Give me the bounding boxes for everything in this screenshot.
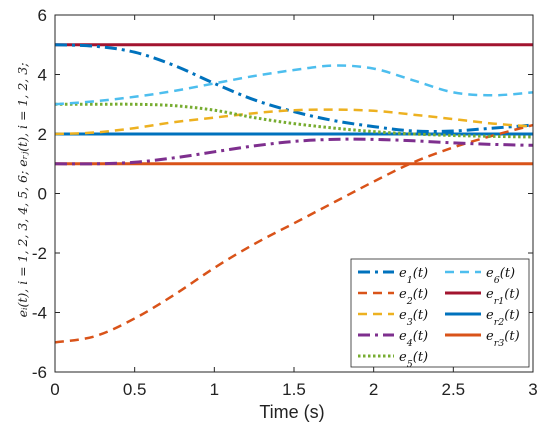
- legend-label-e6: e6(t): [486, 266, 515, 286]
- legend-label-er3: er3(t): [486, 329, 520, 349]
- plot-frame: [54, 14, 534, 373]
- series-line-e6: [54, 64, 534, 106]
- y-tick-label: 0: [38, 185, 47, 204]
- legend-label-er2: er2(t): [486, 308, 520, 328]
- series-line-e3: [54, 108, 534, 136]
- series-line-e4: [54, 137, 534, 166]
- y-tick-label: 4: [38, 66, 47, 85]
- y-tick-label: 2: [38, 125, 47, 144]
- y-tick-label: -6: [32, 363, 47, 382]
- x-tick-label: 2: [369, 380, 378, 399]
- y-tick-label: -2: [32, 244, 47, 263]
- legend: e1(t) e6(t) e2(t) er1(t) e3(t) er2(t) e4(t) er3…: [350, 258, 530, 370]
- y-axis-label: eᵢ(t), i = 1, 2, 3, 4, 5, 6; eᵣⱼ(t), i =…: [15, 63, 30, 318]
- x-tick-label: 1: [210, 380, 219, 399]
- legend-label-e4: e4(t): [399, 329, 428, 349]
- y-tick-label: -4: [32, 304, 47, 323]
- x-tick-label: 2.5: [442, 380, 466, 399]
- y-tick-labels: -6 -4 -2 0 2 4 6: [32, 6, 47, 382]
- x-tick-label: 1.5: [282, 380, 306, 399]
- x-tick-label: 0.5: [123, 380, 147, 399]
- legend-label-er1: er1(t): [486, 287, 520, 307]
- x-tick-label: 3: [528, 380, 537, 399]
- y-tick-label: 6: [38, 6, 47, 25]
- series-line-e5: [55, 102, 534, 139]
- legend-label-e1: e1(t): [399, 266, 428, 286]
- x-tick-label: 0: [50, 380, 59, 399]
- x-axis-label: Time (s): [259, 402, 324, 422]
- legend-label-e3: e3(t): [399, 308, 428, 328]
- legend-label-e5: e5(t): [399, 350, 428, 370]
- x-tick-labels: 0 0.5 1 1.5 2 2.5 3: [50, 380, 537, 399]
- series-line-e1: [54, 43, 534, 133]
- legend-label-e2: e2(t): [399, 287, 428, 307]
- series-lines: [54, 43, 534, 344]
